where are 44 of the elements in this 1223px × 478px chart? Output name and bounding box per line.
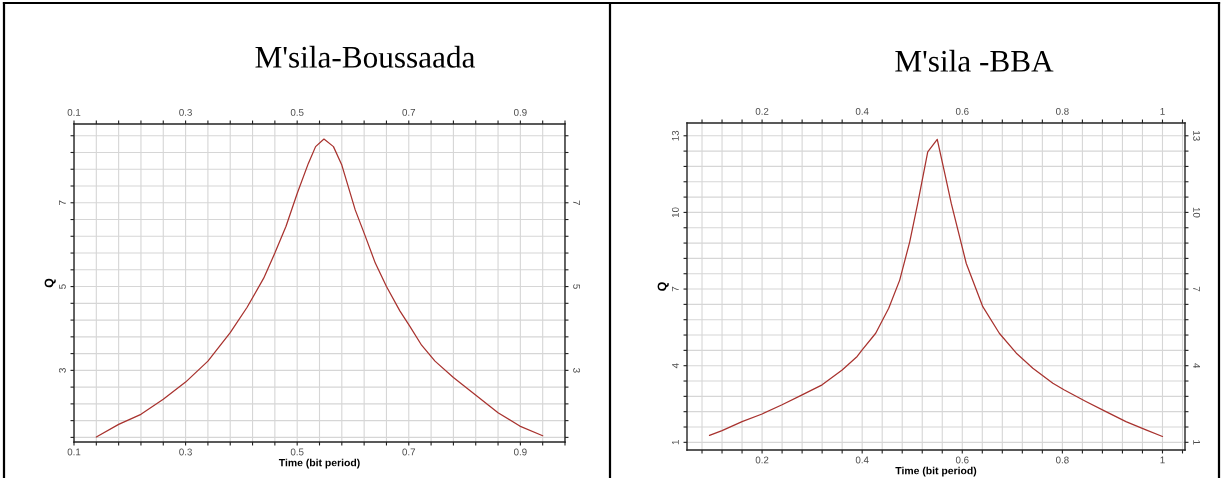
y-tick-label: 10 [671,207,679,218]
y-tick-label: 7 [59,200,66,205]
x2-tick-label: 0.6 [955,107,969,115]
x-tick-label: 0.1 [67,448,81,456]
y2-tick-label: 10 [1193,207,1201,218]
chart-title: M'sila-Boussaada [255,45,475,68]
x-tick-label: 1 [1160,456,1165,464]
y-tick-label: 5 [59,284,66,289]
x2-tick-label: 0.8 [1056,107,1069,115]
y-tick-label: 1 [672,440,679,445]
y-tick-label: 13 [671,130,679,141]
y2-tick-label: 7 [573,200,580,205]
x-tick-label: 0.6 [955,456,969,464]
y-tick-label: 3 [58,368,66,373]
x-tick-label: 0.3 [179,448,192,456]
x-tick-label: 0.4 [855,456,869,464]
x2-tick-label: 0.1 [67,108,81,116]
y2-tick-label: 4 [1193,363,1200,369]
x2-tick-label: 1 [1160,108,1165,115]
x-tick-label: 0.7 [402,448,416,456]
y2-tick-label: 1 [1193,440,1200,445]
y2-tick-label: 5 [573,284,580,289]
x2-tick-label: 0.5 [290,108,304,116]
x-tick-label: 0.8 [1056,456,1069,464]
y2-tick-label: 13 [1193,131,1201,141]
x2-tick-label: 0.9 [513,108,527,116]
y2-tick-label: 3 [573,368,581,373]
x-tick-label: 0.2 [755,456,769,464]
chart-title: M'sila -BBA [895,49,1054,72]
x-tick-label: 0.5 [290,448,304,456]
x2-tick-label: 0.4 [855,107,869,115]
x2-tick-label: 0.3 [179,108,192,116]
x2-tick-label: 0.7 [402,108,416,116]
y-tick-label: 4 [672,363,679,369]
x-axis-title: Time (bit period) [895,466,977,477]
y2-tick-label: 7 [1193,286,1200,292]
y-axis-title: Q [657,282,669,291]
x-tick-label: 0.9 [513,448,527,456]
x2-tick-label: 0.2 [755,107,769,115]
line-series [708,138,1164,438]
y-tick-label: 7 [672,286,679,292]
line-series [95,138,544,438]
x-axis-title: Time (bit period) [278,458,360,469]
y-axis-title: Q [44,278,56,288]
